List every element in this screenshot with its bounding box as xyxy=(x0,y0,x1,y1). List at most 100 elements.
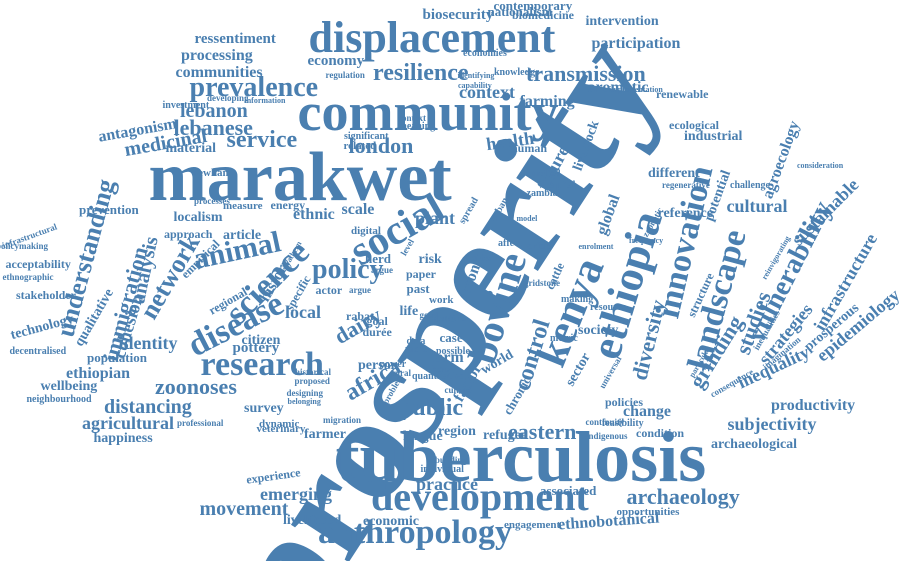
cloud-word: goal xyxy=(366,314,388,328)
cloud-word: engagement xyxy=(504,518,561,531)
cloud-word: ethnic xyxy=(293,206,335,223)
cloud-word: significant xyxy=(344,131,389,142)
cloud-word: method xyxy=(531,167,561,178)
cloud-word: challenge xyxy=(730,180,770,191)
cloud-word: individual xyxy=(420,464,464,475)
cloud-word: reference xyxy=(657,206,713,221)
cloud-word: historical xyxy=(295,366,331,377)
cloud-word: work xyxy=(429,293,454,306)
cloud-word: development xyxy=(371,474,589,519)
cloud-word: feasibility xyxy=(602,418,644,429)
cloud-word: tuberculosis xyxy=(335,417,707,497)
cloud-word: lebanese xyxy=(173,115,253,140)
cloud-word: productivity xyxy=(771,397,856,414)
cloud-word: acceptability xyxy=(5,257,71,271)
cloud-word: life xyxy=(399,304,419,319)
cloud-word: anthropology xyxy=(318,514,512,551)
cloud-word: culture xyxy=(444,384,472,395)
cloud-word: belonging xyxy=(287,397,321,406)
cloud-word: dynamic xyxy=(259,417,300,430)
cloud-word: universal xyxy=(597,353,624,390)
cloud-word: past xyxy=(406,280,430,296)
cloud-word: opportunities xyxy=(616,505,680,518)
cloud-word: society xyxy=(578,323,619,338)
cloud-word: neighbourhood xyxy=(26,394,92,405)
cloud-word: decentralised xyxy=(9,346,67,357)
cloud-word: subjectivity xyxy=(727,414,817,434)
cloud-word: possible xyxy=(436,346,470,357)
cloud-word: good xyxy=(419,309,439,320)
cloud-word: processes xyxy=(194,195,230,206)
cloud-word: associated xyxy=(540,482,597,498)
cloud-word: archaeology xyxy=(626,484,740,509)
cloud-word: regenerative xyxy=(662,179,710,190)
cloud-word: archaeological xyxy=(711,437,798,452)
cloud-word: zoonoses xyxy=(155,374,237,399)
cloud-word: cultural xyxy=(726,196,788,216)
cloud-word: farming xyxy=(519,93,575,110)
cloud-word: gridstone xyxy=(524,277,560,288)
cloud-word: herd xyxy=(365,250,391,266)
cloud-word: capital xyxy=(546,180,576,191)
cloud-word: economic xyxy=(363,514,419,529)
cloud-word: citizen xyxy=(241,333,281,348)
cloud-word: focus xyxy=(430,363,450,374)
cloud-word: rebuilding xyxy=(427,454,467,465)
cloud-word: enrolment xyxy=(578,242,614,251)
cloud-word: processing xyxy=(181,47,253,64)
cloud-word: pottery xyxy=(232,339,280,356)
cloud-word: newham xyxy=(192,166,232,179)
cloud-word: renewable xyxy=(656,87,709,101)
cloud-word: resource xyxy=(590,302,627,313)
cloud-word: farm xyxy=(430,349,464,366)
cloud-word: longue xyxy=(403,429,443,444)
cloud-word: stakeholder xyxy=(16,288,76,302)
cloud-word: context xyxy=(459,82,515,102)
cloud-word: actor xyxy=(315,283,343,297)
cloud-word: displacement xyxy=(308,13,556,62)
cloud-word: developing xyxy=(207,92,249,103)
cloud-word: practice xyxy=(416,474,478,494)
cloud-word: ethiopian xyxy=(66,365,131,382)
cloud-word: argue xyxy=(349,284,371,295)
cloud-word: rabat xyxy=(346,309,374,323)
cloud-word: prevention xyxy=(79,201,139,217)
cloud-word: ressentiment xyxy=(194,30,276,47)
cloud-word: biomedicine xyxy=(512,8,574,22)
cloud-word: eastern xyxy=(508,419,577,444)
cloud-word: capability xyxy=(458,81,492,90)
cloud-word: identity xyxy=(118,333,178,353)
cloud-word: refugee xyxy=(483,428,528,443)
cloud-word: resilience xyxy=(373,60,469,86)
cloud-word: aromatic xyxy=(587,79,649,96)
cloud-word: knowledge xyxy=(494,67,540,78)
cloud-word: continuity xyxy=(585,416,625,427)
cloud-word: power xyxy=(379,359,407,370)
cloud-word: contemporary xyxy=(493,0,573,13)
cloud-word: affect xyxy=(498,238,522,249)
cloud-word: crisis xyxy=(527,239,552,252)
cloud-word: case xyxy=(439,329,463,345)
cloud-word: energy xyxy=(270,198,306,212)
cloud-word: metric xyxy=(550,333,578,344)
cloud-word: measure xyxy=(223,199,263,212)
cloud-word: indigenous xyxy=(586,430,628,441)
cloud-word: economies xyxy=(463,48,507,59)
cloud-word: consideration xyxy=(797,161,844,170)
cloud-word: data xyxy=(406,336,426,347)
cloud-word: change xyxy=(623,403,671,420)
cloud-word: rural xyxy=(391,367,411,378)
cloud-word: zambia xyxy=(526,188,558,199)
cloud-word: community xyxy=(297,82,559,142)
cloud-word: technology xyxy=(8,311,75,344)
cloud-word: related xyxy=(343,139,377,152)
cloud-word: approach xyxy=(164,227,213,241)
cloud-word: region xyxy=(438,424,476,439)
cloud-word: farmer xyxy=(304,427,346,442)
cloud-word: cities xyxy=(472,252,492,263)
cloud-word: industrial xyxy=(684,129,743,144)
cloud-word: intervention xyxy=(585,14,659,29)
cloud-word: ethnographic xyxy=(2,271,54,282)
cloud-word: survey xyxy=(244,401,284,416)
